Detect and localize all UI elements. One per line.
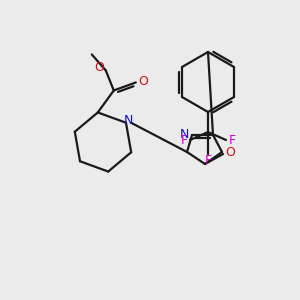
Text: N: N: [123, 114, 133, 127]
Text: F: F: [204, 154, 211, 167]
Text: O: O: [94, 61, 104, 74]
Text: F: F: [228, 134, 236, 148]
Text: N: N: [179, 128, 189, 140]
Text: F: F: [180, 134, 188, 148]
Text: O: O: [138, 75, 148, 88]
Text: O: O: [225, 146, 235, 160]
